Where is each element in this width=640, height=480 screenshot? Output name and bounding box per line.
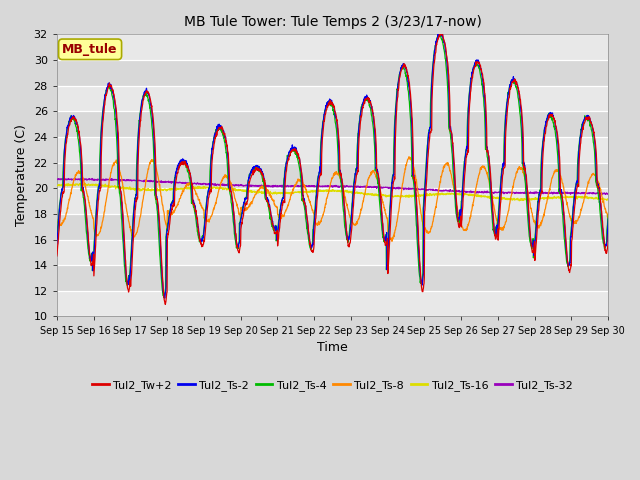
Bar (57, 85, 608, 111)
Bar (57, 111, 608, 137)
Bar (57, 35, 608, 60)
Bar (57, 240, 608, 265)
X-axis label: Time: Time (317, 341, 348, 354)
Bar (57, 214, 608, 240)
Text: MB_tule: MB_tule (62, 43, 118, 56)
Bar (57, 291, 608, 316)
Y-axis label: Temperature (C): Temperature (C) (15, 124, 28, 227)
Bar (57, 137, 608, 163)
Bar (57, 188, 608, 214)
Bar (57, 60, 608, 85)
Title: MB Tule Tower: Tule Temps 2 (3/23/17-now): MB Tule Tower: Tule Temps 2 (3/23/17-now… (184, 15, 481, 29)
Bar (57, 163, 608, 188)
Bar (57, 265, 608, 291)
Legend: Tul2_Tw+2, Tul2_Ts-2, Tul2_Ts-4, Tul2_Ts-8, Tul2_Ts-16, Tul2_Ts-32: Tul2_Tw+2, Tul2_Ts-2, Tul2_Ts-4, Tul2_Ts… (88, 376, 577, 396)
